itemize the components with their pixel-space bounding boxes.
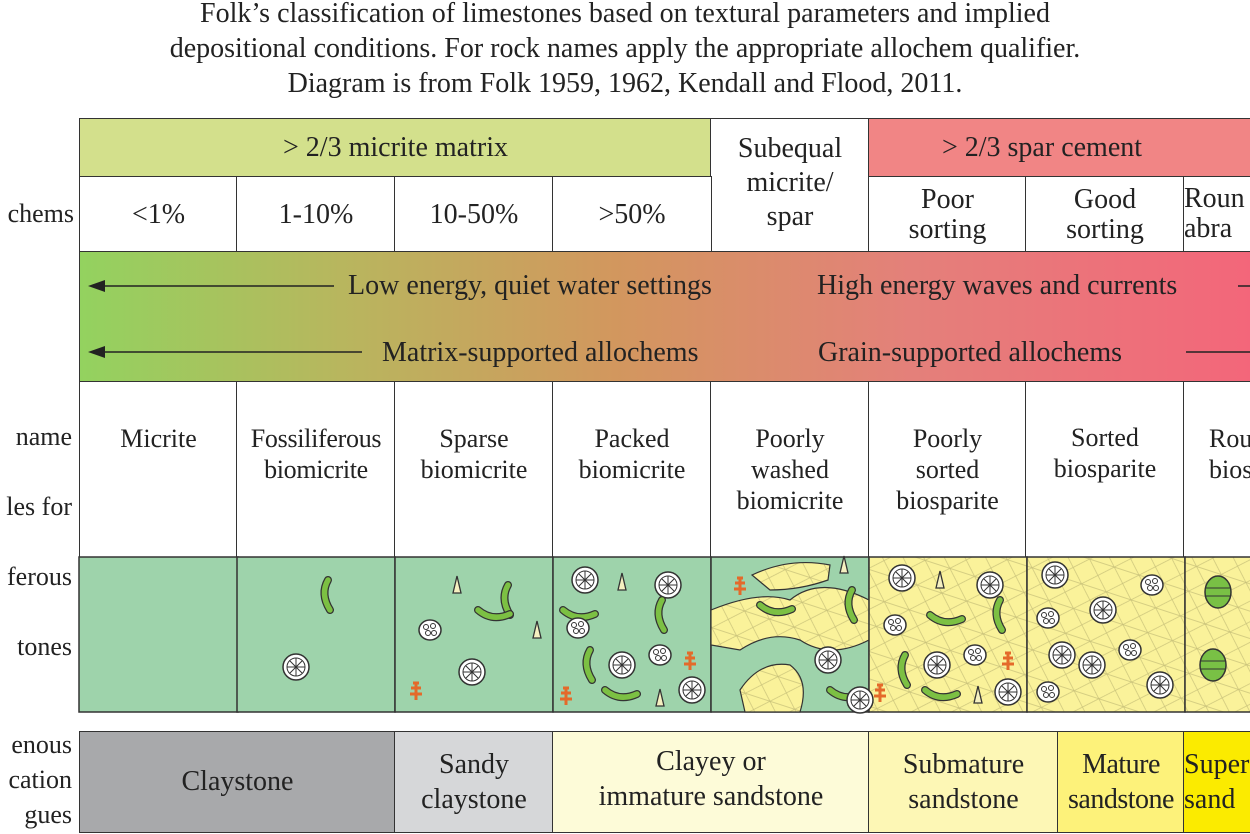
- texture-micrite: [78, 556, 239, 713]
- analogue-submature-sandstone: Submature sandstone: [868, 731, 1059, 833]
- fossil-ring: [1146, 671, 1174, 699]
- rock-name-sparse-biomicrite: Sparse biomicrite: [394, 381, 554, 559]
- fossil-pellet: [1118, 639, 1142, 661]
- low-energy-arrowhead: [88, 280, 105, 292]
- matrix-supported-label: Matrix-supported allochems: [382, 337, 699, 368]
- fossil-ring: [976, 571, 1004, 599]
- fossil-ring: [814, 646, 842, 674]
- fossil-ring: [1078, 651, 1106, 679]
- row-label-rock-name-1: name: [15, 422, 72, 451]
- fossil-ring: [282, 653, 310, 681]
- fossil-pellet: [1036, 681, 1060, 703]
- analogue-sandy-claystone: Sandy claystone: [394, 731, 554, 833]
- fossil-ring: [571, 566, 599, 594]
- analogue-mature-sandstone: Mature sandstone: [1057, 731, 1185, 833]
- fossil-pellet: [883, 614, 907, 636]
- analogue-claystone: Claystone: [79, 731, 396, 833]
- row-label-terrigenous-2: cation: [8, 765, 72, 794]
- fossil-ring: [608, 651, 636, 679]
- fossil-pellet: [1036, 607, 1060, 629]
- caption-line-1: Folk’s classification of limestones base…: [200, 0, 1050, 29]
- fossil-oval: [1204, 575, 1232, 609]
- sorting-poor: Poor sorting: [868, 176, 1027, 253]
- high-energy-label: High energy waves and currents: [817, 270, 1178, 301]
- spar-patch-3: [739, 663, 804, 713]
- fossil-pellet: [648, 644, 672, 666]
- row-label-rock-name: name les for ferous tones: [0, 384, 72, 664]
- energy-gradient-band: [79, 251, 1250, 383]
- grain-supported-label: Grain-supported allochems: [818, 337, 1123, 368]
- fossil-pellet: [566, 617, 590, 639]
- analogue-immature-sandstone: Clayey or immature sandstone: [552, 731, 870, 833]
- rock-name-micrite: Micrite: [79, 381, 238, 559]
- fossil-pellet: [418, 619, 442, 641]
- fossil-ring: [458, 658, 486, 686]
- spar-patch-2: [750, 561, 831, 591]
- row-label-rock-name-4: tones: [17, 632, 72, 661]
- allochem-percent-3: 10-50%: [394, 176, 554, 253]
- matrix-arrowhead: [88, 346, 105, 358]
- row-label-terrigenous-3: gues: [24, 800, 72, 829]
- fossil-ring: [654, 571, 682, 599]
- row-label-terrigenous-1: enous: [11, 730, 72, 759]
- sorting-good: Good sorting: [1025, 176, 1185, 253]
- header-micrite-matrix: > 2/3 micrite matrix: [79, 118, 712, 178]
- fossil-pellet: [1140, 574, 1164, 596]
- fossil-ring: [1048, 641, 1076, 669]
- fossil-ring: [994, 678, 1022, 706]
- caption-line-2: depositional conditions. For rock names …: [169, 33, 1081, 64]
- row-label-rock-name-2: les for: [6, 492, 72, 521]
- fossil-ring: [1041, 561, 1069, 589]
- low-energy-label: Low energy, quiet water settings: [348, 270, 712, 301]
- rock-name-sorted-biosparite: Sorted biosparite: [1025, 381, 1185, 559]
- caption-line-3: Diagram is from Folk 1959, 1962, Kendall…: [287, 68, 963, 99]
- fossil-oval: [1199, 648, 1227, 682]
- analogue-super-sandstone: Super sand: [1183, 731, 1250, 833]
- texture-fossiliferous: [236, 556, 396, 713]
- allochem-percent-1: <1%: [79, 176, 238, 253]
- row-label-terrigenous: enous cation gues: [0, 727, 72, 832]
- fossil-ring: [846, 686, 874, 714]
- rock-name-fossiliferous-biomicrite: Fossiliferous biomicrite: [236, 381, 396, 559]
- energy-arrows: [88, 280, 1250, 358]
- row-label-allochems: chems: [7, 199, 74, 228]
- fossil-ring: [678, 676, 706, 704]
- allochem-percent-4: >50%: [552, 176, 712, 253]
- rock-name-poorly-sorted-biosparite: Poorly sorted biosparite: [868, 381, 1027, 559]
- sorting-rounded: Roun abra: [1183, 176, 1250, 253]
- fossil-pellet: [963, 644, 987, 666]
- fossil-ring: [923, 651, 951, 679]
- row-label-rock-name-3: ferous: [7, 562, 72, 591]
- fossil-ring: [1089, 596, 1117, 624]
- fossil-ring: [888, 564, 916, 592]
